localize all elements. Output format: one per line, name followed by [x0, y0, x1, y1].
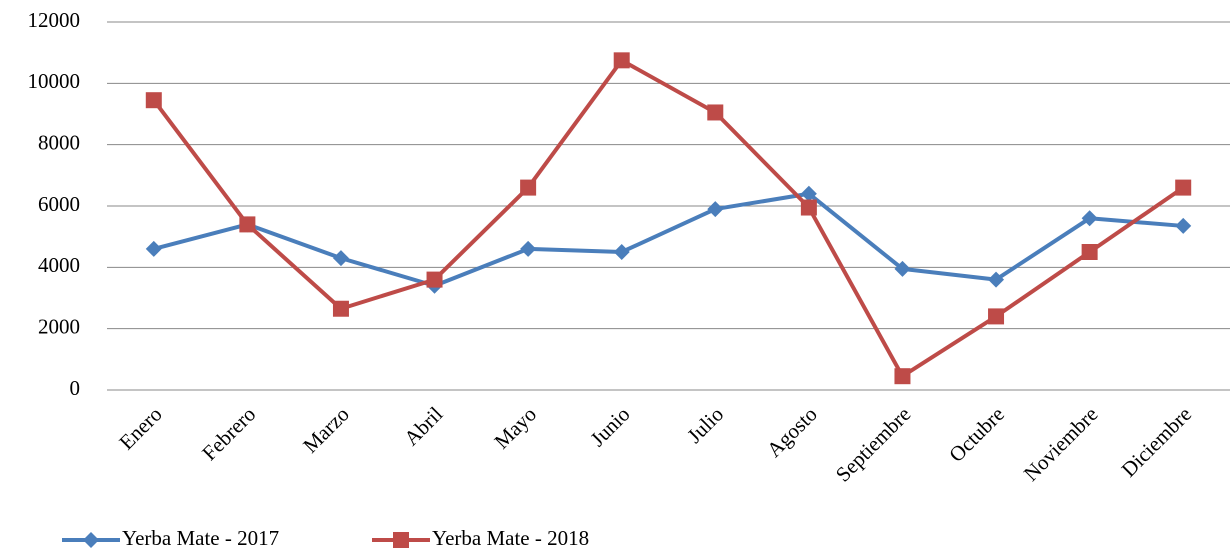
series-line	[153, 191, 1184, 288]
point	[988, 308, 1005, 325]
point	[393, 532, 409, 548]
point	[707, 104, 724, 121]
point	[1081, 244, 1098, 260]
y-tick-label: 8000	[38, 130, 80, 154]
point	[83, 532, 99, 548]
point	[520, 240, 537, 257]
point	[426, 271, 443, 288]
series-line	[152, 58, 1185, 379]
x-tick-label: Abril	[399, 402, 447, 450]
point	[239, 216, 256, 233]
y-tick-label: 6000	[38, 192, 80, 216]
point	[894, 260, 911, 277]
y-tick-label: 4000	[38, 253, 80, 277]
x-tick-label: Julio	[682, 402, 728, 448]
point	[332, 300, 349, 317]
point	[800, 199, 817, 216]
x-tick-label: Noviembre	[1019, 402, 1103, 486]
point	[145, 92, 162, 109]
x-tick-label: Septiembre	[831, 402, 916, 487]
x-tick-label: Diciembre	[1117, 402, 1197, 482]
y-tick-label: 10000	[28, 69, 81, 93]
x-tick-label: Octubre	[944, 402, 1009, 467]
point	[520, 179, 537, 196]
x-tick-label: Febrero	[197, 402, 260, 465]
x-tick-label: Agosto	[762, 402, 822, 462]
x-tick-label: Junio	[585, 402, 634, 451]
point	[1081, 210, 1098, 227]
y-tick-label: 12000	[28, 8, 81, 32]
point	[145, 240, 162, 257]
point	[1175, 217, 1192, 234]
point	[894, 368, 911, 385]
y-tick-label: 0	[70, 376, 81, 400]
legend-label: Yerba Mate - 2018	[432, 526, 589, 550]
x-tick-label: Enero	[114, 402, 166, 454]
point	[332, 250, 349, 267]
y-tick-label: 2000	[38, 314, 80, 338]
legend-label: Yerba Mate - 2017	[122, 526, 279, 550]
point	[707, 201, 724, 218]
x-tick-label: Mayo	[489, 402, 541, 454]
point	[613, 52, 630, 69]
point	[613, 244, 630, 260]
point	[800, 185, 817, 202]
point	[988, 271, 1005, 288]
point	[1175, 179, 1192, 196]
x-tick-label: Marzo	[298, 402, 354, 458]
